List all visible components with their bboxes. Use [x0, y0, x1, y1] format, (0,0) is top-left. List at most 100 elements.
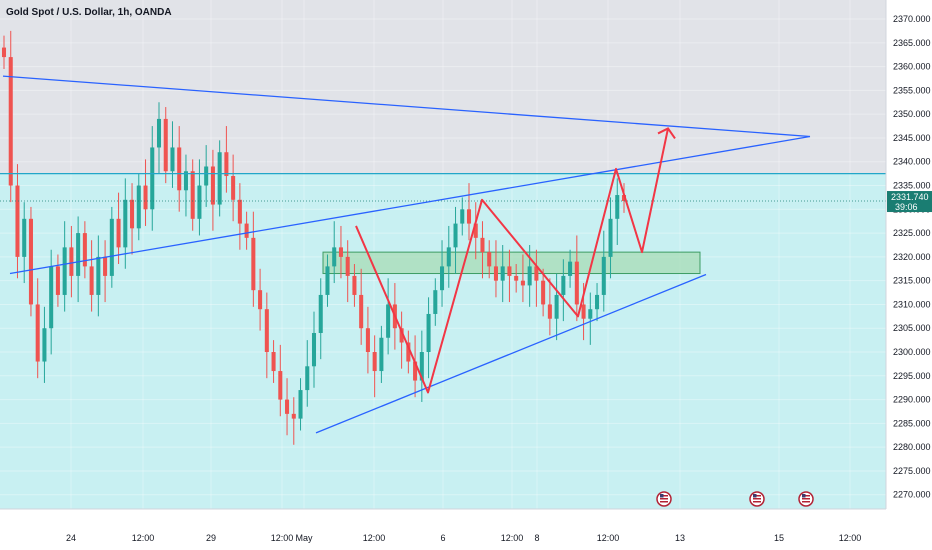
drawings[interactable] [0, 75, 886, 434]
candle-body [258, 290, 263, 310]
x-tick-label: 12:00 [597, 533, 620, 543]
y-tick-label: 2325.000 [893, 228, 931, 238]
candle-body [426, 313, 431, 353]
event-markers[interactable] [656, 491, 814, 507]
y-tick-label: 2310.000 [893, 299, 931, 309]
y-tick-label: 2275.000 [893, 466, 931, 476]
candle-body [22, 218, 27, 257]
y-tick-label: 2345.000 [893, 133, 931, 143]
x-tick-label: 6 [440, 533, 445, 543]
x-tick-label: 24 [66, 533, 76, 543]
candle-body [399, 328, 404, 343]
candle-body [568, 261, 573, 276]
candle-body [237, 199, 242, 224]
candle-body [466, 209, 472, 224]
y-tick-label: 2290.000 [893, 395, 931, 405]
candle-body [8, 57, 13, 186]
x-tick-label: 13 [675, 533, 685, 543]
candle-body [298, 390, 303, 419]
candle-body [244, 223, 249, 238]
y-tick-label: 2270.000 [893, 490, 931, 500]
us-flag-icon[interactable] [749, 491, 765, 507]
projection-arrowhead [657, 127, 676, 140]
y-tick-label: 2315.000 [893, 276, 931, 286]
candle-body [433, 290, 438, 314]
candle-body [460, 209, 465, 224]
consolidation-box-rect [322, 251, 701, 275]
candle-body [285, 399, 290, 414]
candle-body [130, 199, 135, 229]
candle-body [49, 266, 54, 329]
candle-body [554, 294, 559, 319]
time-axis-panel [0, 509, 932, 550]
candle-body [615, 195, 620, 219]
candle-body [541, 280, 546, 305]
candle-body [332, 247, 337, 267]
candle-body [163, 118, 168, 172]
flag-stripe [660, 495, 668, 497]
candle-body [446, 247, 451, 267]
candle-body [170, 147, 175, 172]
x-tick-label: 8 [534, 533, 539, 543]
candle-body [89, 266, 94, 295]
candle-body [156, 118, 162, 148]
last-price-tag [887, 191, 932, 213]
y-tick-label: 2355.000 [893, 85, 931, 95]
candle-body [190, 171, 195, 219]
candle-body [581, 304, 586, 319]
candle-body [76, 233, 81, 276]
x-tick-label: 12:00 [363, 533, 386, 543]
candle-body [440, 266, 445, 291]
y-tick-label: 2320.000 [893, 252, 931, 262]
y-tick-label: 2365.000 [893, 38, 931, 48]
candle-body [365, 328, 370, 353]
candle-body [359, 294, 364, 329]
candle-body [177, 147, 182, 191]
chart-title: Gold Spot / U.S. Dollar, 1h, OANDA [6, 7, 172, 18]
candle-body [413, 361, 418, 381]
candle-body [480, 237, 485, 253]
price-axis-panel [886, 0, 932, 550]
us-flag-icon[interactable] [798, 491, 814, 507]
projection-path [355, 128, 669, 394]
candle-body [116, 218, 121, 248]
candle-body [345, 256, 350, 276]
us-flag-icon[interactable] [656, 491, 672, 507]
flag-stripe [660, 498, 668, 500]
candle-body [96, 256, 101, 295]
candle-body [520, 280, 525, 286]
y-tick-label: 2300.000 [893, 347, 931, 357]
candle-body [123, 199, 128, 248]
candle-body [183, 171, 188, 191]
candle-body [453, 223, 458, 248]
candle-body [311, 332, 317, 367]
candle-body [210, 166, 215, 205]
candle-body [143, 185, 148, 210]
flag-canton [802, 494, 806, 498]
grid [0, 18, 886, 496]
candle-body [419, 352, 424, 381]
y-tick-label: 2335.000 [893, 181, 931, 191]
y-tick-label: 2370.000 [893, 14, 931, 24]
y-tick-label: 2295.000 [893, 371, 931, 381]
candle-body [514, 275, 519, 281]
candle-body [493, 266, 498, 281]
candle-body [55, 266, 60, 295]
candle-body [271, 352, 276, 372]
flag-stripe [660, 501, 668, 503]
candle-body [318, 294, 323, 333]
candle-body [35, 304, 40, 362]
candle-body [561, 275, 566, 295]
x-tick-label: 15 [774, 533, 784, 543]
flag-stripe [753, 501, 761, 503]
candle-body [574, 261, 579, 305]
candle-body [608, 218, 613, 257]
candle-body [487, 252, 492, 267]
consolidation-box[interactable] [322, 251, 701, 275]
candle-body [527, 266, 532, 286]
x-tick-label: 29 [206, 533, 216, 543]
candle-body [325, 266, 330, 295]
candle-body [406, 342, 411, 362]
